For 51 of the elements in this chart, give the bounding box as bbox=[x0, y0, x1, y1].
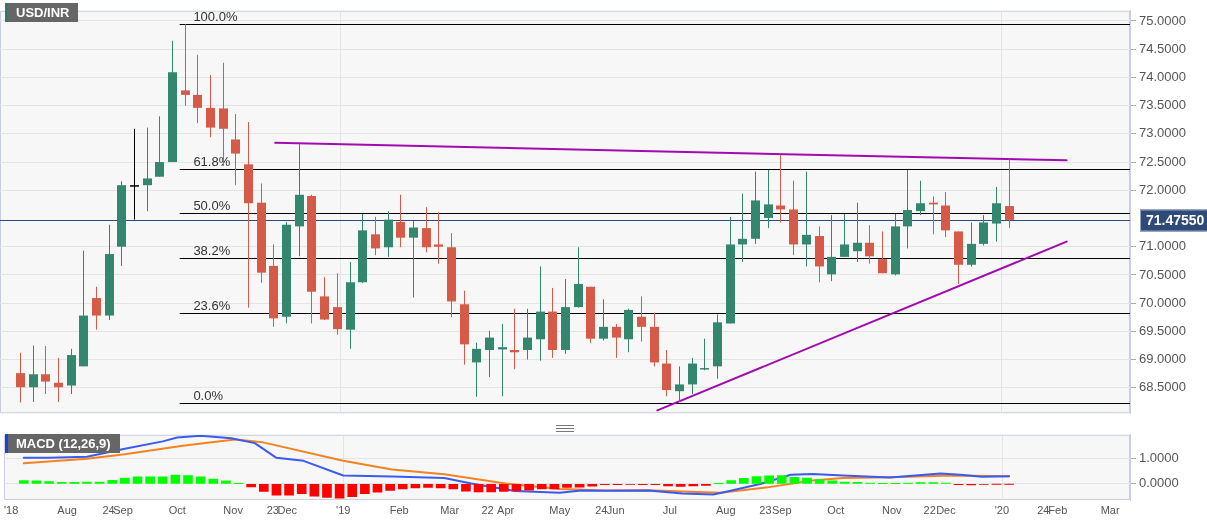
y-tick-label: 1.0000 bbox=[1139, 450, 1179, 466]
x-tick-label: '20 bbox=[994, 503, 1010, 516]
x-tick-label: Sep bbox=[771, 503, 792, 516]
x-tick-label: Sep bbox=[113, 503, 133, 516]
y-tick-label: 0.0000 bbox=[1139, 475, 1179, 491]
x-tick-label: '18 bbox=[4, 503, 19, 516]
y-tick-label: 70.0000 bbox=[1139, 294, 1186, 310]
y-tick-label: 72.5000 bbox=[1139, 153, 1186, 169]
x-tick-label: Mar bbox=[440, 503, 460, 516]
x-tick-label: Mar bbox=[1100, 503, 1120, 516]
x-tick-label: 24 bbox=[102, 503, 115, 516]
chart-title: MACD (12,26,9) bbox=[5, 434, 120, 453]
y-tick-label: 69.0000 bbox=[1139, 351, 1186, 367]
x-tick-label: May bbox=[549, 503, 571, 516]
annotation: 100.0% bbox=[193, 8, 238, 24]
annotation: 0.0% bbox=[193, 388, 224, 404]
x-tick-label: Nov bbox=[223, 503, 244, 516]
y-tick-label: 73.0000 bbox=[1139, 125, 1186, 141]
x-tick-label: Jul bbox=[662, 503, 677, 516]
x-tick-label: 24 bbox=[595, 503, 608, 516]
x-tick-label: 22 bbox=[481, 503, 494, 516]
y-tick-label: 71.0000 bbox=[1139, 238, 1186, 254]
x-tick-label: 23 bbox=[759, 503, 772, 516]
ref-line-label: 71.47550 bbox=[1146, 212, 1205, 229]
annotation: 23.6% bbox=[193, 298, 231, 314]
y-tick-label: 75.0000 bbox=[1139, 12, 1186, 28]
x-tick-label: Aug bbox=[715, 503, 736, 516]
x-tick-label: Apr bbox=[497, 503, 515, 516]
x-tick-label: '19 bbox=[336, 503, 351, 516]
x-tick-label: Feb bbox=[389, 503, 409, 516]
x-tick-label: Nov bbox=[882, 503, 903, 516]
y-tick-label: 73.5000 bbox=[1139, 97, 1186, 113]
x-tick-label: Dec bbox=[936, 503, 957, 516]
x-tick-label: Dec bbox=[277, 503, 298, 516]
y-tick-label: 74.5000 bbox=[1139, 40, 1186, 56]
y-tick-label: 70.5000 bbox=[1139, 266, 1186, 282]
x-tick-label: Oct bbox=[168, 503, 186, 516]
x-tick-label: 22 bbox=[923, 503, 936, 516]
annotation: 38.2% bbox=[193, 243, 231, 258]
y-tick-label: 69.5000 bbox=[1139, 322, 1186, 338]
annotation: 50.0% bbox=[193, 198, 231, 214]
x-tick-label: Jun bbox=[606, 503, 625, 516]
x-tick-label: 23 bbox=[266, 503, 279, 516]
x-tick-label: Oct bbox=[827, 503, 845, 516]
y-tick-label: 72.0000 bbox=[1139, 181, 1186, 197]
chart-title: USD/INR bbox=[5, 3, 79, 22]
x-tick-label: 24 bbox=[1037, 503, 1050, 516]
x-tick-label: Aug bbox=[57, 503, 77, 516]
x-tick-label: Feb bbox=[1048, 503, 1068, 516]
y-tick-label: 74.0000 bbox=[1139, 68, 1186, 84]
y-tick-label: 68.5000 bbox=[1139, 379, 1186, 395]
